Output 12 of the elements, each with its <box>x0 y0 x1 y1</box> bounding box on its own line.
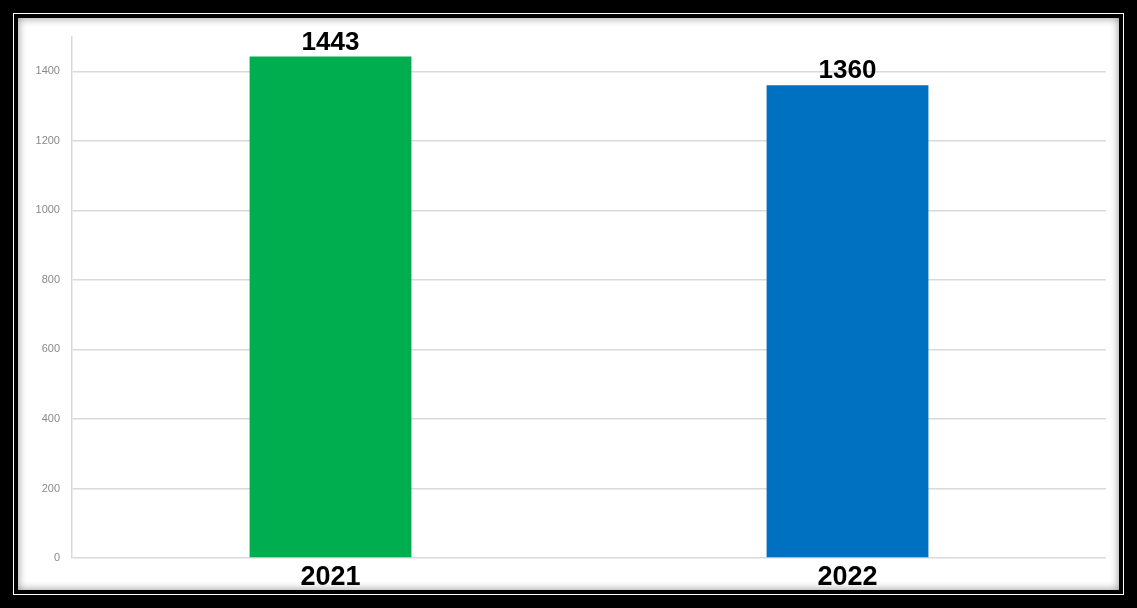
y-tick-label: 800 <box>41 272 60 285</box>
y-tick-label: 1400 <box>35 64 60 77</box>
data-label: 1360 <box>818 54 877 85</box>
y-tick-label: 0 <box>53 551 60 564</box>
y-tick-label: 200 <box>41 481 60 494</box>
data-label: 1443 <box>301 25 360 56</box>
y-tick-label: 600 <box>41 342 60 355</box>
y-tick-label: 400 <box>41 411 60 424</box>
x-tick-label: 2021 <box>300 560 361 591</box>
y-tick-label: 1000 <box>35 203 60 216</box>
x-tick-label: 2022 <box>817 560 878 591</box>
y-tick-label: 1200 <box>35 133 60 146</box>
